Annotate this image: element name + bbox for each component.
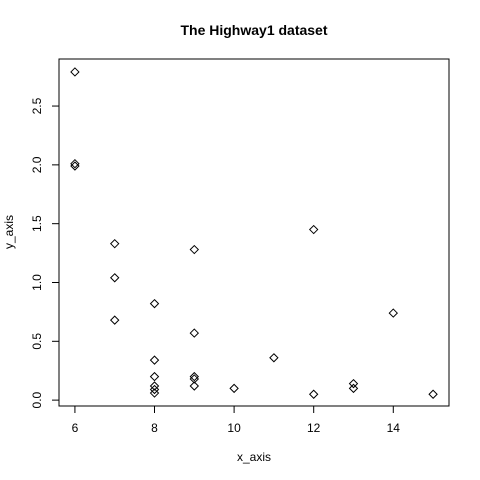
x-tick-label: 6 (72, 421, 79, 435)
y-tick-label: 1.0 (30, 274, 44, 291)
y-tick-label: 2.0 (30, 156, 44, 173)
x-axis-label: x_axis (237, 450, 271, 464)
x-tick-label: 8 (151, 421, 158, 435)
y-tick-label: 0.5 (30, 333, 44, 350)
y-tick-label: 1.5 (30, 215, 44, 232)
y-tick-label: 2.5 (30, 97, 44, 114)
y-tick-label: 0.0 (30, 391, 44, 408)
x-tick-label: 10 (227, 421, 241, 435)
y-axis-label: y_axis (2, 215, 16, 249)
x-tick-label: 14 (387, 421, 401, 435)
chart-title: The Highway1 dataset (180, 22, 327, 38)
x-tick-label: 12 (307, 421, 321, 435)
